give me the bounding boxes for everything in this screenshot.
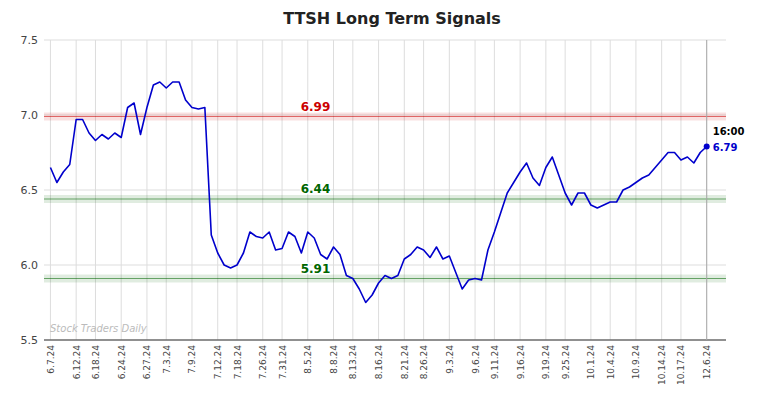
x-tick-label: 9.11.24 (490, 345, 500, 380)
time-annotation: 16:00 (713, 126, 745, 137)
grid-line (217, 40, 218, 340)
x-tick-label: 9.3.24 (445, 345, 455, 374)
x-tick-label: 12.6.24 (702, 345, 712, 380)
reference-band (44, 113, 726, 121)
reference-lines (44, 113, 726, 283)
reference-label: 6.99 (301, 100, 331, 114)
grid-line (635, 40, 636, 340)
x-tick-label: 9.25.24 (561, 345, 571, 380)
title: TTSH Long Term Signals (283, 9, 501, 28)
x-tick-label: 8.8.24 (329, 345, 339, 374)
x-tick-label: 10.17.24 (676, 345, 686, 385)
last-point-line (706, 40, 707, 340)
x-tick-label: 6.12.24 (72, 345, 82, 380)
grid-line (262, 40, 263, 340)
y-tick-label: 6.5 (21, 184, 39, 197)
x-tick-label: 6.18.24 (91, 345, 101, 380)
x-axis (44, 340, 726, 341)
data (50, 82, 709, 303)
y-tick-label: 7.5 (21, 34, 39, 47)
price-line (50, 82, 706, 303)
watermark: Stock Traders Daily (50, 323, 148, 334)
y-tick-label: 7.0 (21, 109, 39, 122)
grid-line (333, 40, 334, 340)
grid-line (661, 40, 662, 340)
x-tick-label: 7.9.24 (187, 345, 197, 374)
x-tick-label: 7.18.24 (233, 345, 243, 380)
x-tick-label: 10.4.24 (606, 345, 616, 380)
grid-line (475, 40, 476, 340)
grid-line (404, 40, 405, 340)
chart: TTSH Long Term Signals 5.5 6.0 6.5 7.0 7.5 6.7… (0, 0, 784, 398)
last-point (704, 144, 710, 150)
reference-label: 5.91 (301, 262, 331, 276)
grid-line (191, 40, 192, 340)
grid-line (680, 40, 681, 340)
grid-line (449, 40, 450, 340)
grid-line (76, 40, 77, 340)
grid-line (352, 40, 353, 340)
reference-line (44, 278, 726, 279)
grid-line (50, 40, 51, 340)
grid-line (590, 40, 591, 340)
x-tick-label: 10.1.24 (586, 345, 596, 380)
reference-label: 6.44 (301, 182, 331, 196)
grid-line (44, 265, 726, 266)
x-tick-label: 6.24.24 (117, 345, 127, 380)
reference-line (44, 199, 726, 200)
y-tick-label: 5.5 (21, 334, 39, 347)
y-tick-label: 6.0 (21, 259, 39, 272)
x-tick-label: 7.31.24 (278, 345, 288, 380)
grid-line (706, 40, 707, 340)
x-tick-label: 8.26.24 (419, 345, 429, 380)
grid-line (378, 40, 379, 340)
grid-line (44, 40, 726, 41)
grid-line (237, 40, 238, 340)
x-tick-label: 8.13.24 (348, 345, 358, 380)
grid-line (44, 340, 726, 341)
grid-line (545, 40, 546, 340)
x-tick-label: 7.12.24 (213, 345, 223, 380)
grid-line (95, 40, 96, 340)
x-tick-label: 6.7.24 (46, 345, 56, 374)
grid-line (166, 40, 167, 340)
x-tick-label: 8.5.24 (303, 345, 313, 374)
reference-band (44, 195, 726, 203)
x-tick-label: 9.19.24 (541, 345, 551, 380)
grid-line (121, 40, 122, 340)
grid-line (610, 40, 611, 340)
x-tick-label: 6.27.24 (142, 345, 152, 380)
x-tick-label: 7.3.24 (162, 345, 172, 374)
x-tick-label: 9.16.24 (516, 345, 526, 380)
grid (44, 40, 726, 340)
x-tick-label: 10.9.24 (631, 345, 641, 380)
x-tick-label: 8.21.24 (400, 345, 410, 380)
grid-line (146, 40, 147, 340)
x-tick-label: 9.6.24 (471, 345, 481, 374)
x-tick-label: 10.14.24 (657, 345, 667, 385)
grid-line (520, 40, 521, 340)
grid-line (423, 40, 424, 340)
x-tick-label: 8.16.24 (374, 345, 384, 380)
x-tick-label: 7.26.24 (258, 345, 268, 380)
grid-line (282, 40, 283, 340)
price-annotation: 6.79 (713, 142, 738, 153)
reference-line (44, 116, 726, 117)
grid-line (494, 40, 495, 340)
